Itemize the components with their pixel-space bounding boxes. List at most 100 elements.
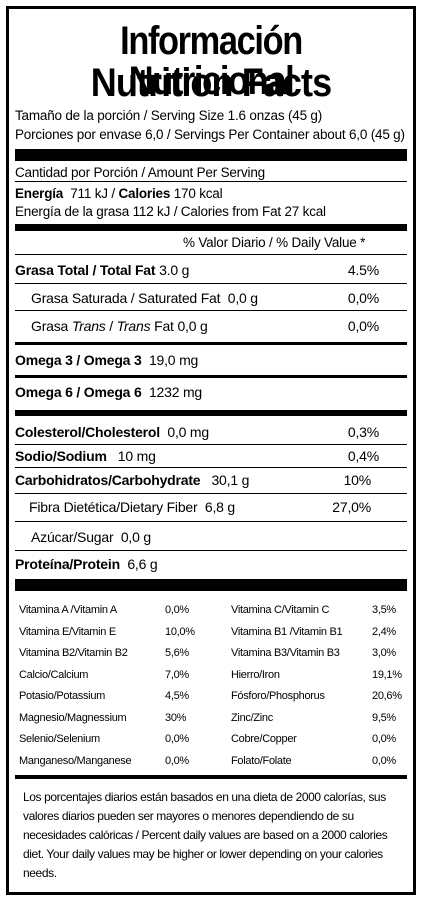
medium-divider bbox=[15, 224, 407, 231]
vitamin-label: Vitamina A /Vitamin A bbox=[19, 604, 117, 616]
omega3-row: Omega 3 / Omega 3 19,0 mg bbox=[15, 349, 407, 371]
protein-amount: 6,6 g bbox=[127, 556, 158, 572]
cholesterol-amount: 0,0 mg bbox=[167, 424, 209, 440]
vitamin-label: Zinc/Zinc bbox=[231, 711, 273, 724]
title-english: Nutrition Facts bbox=[90, 61, 332, 105]
vitamin-label: Hierro/Iron bbox=[231, 668, 280, 681]
cholesterol-label: Colesterol/Cholesterol bbox=[15, 424, 160, 440]
divider bbox=[15, 467, 407, 468]
vitamin-value: 20,6% bbox=[372, 690, 402, 702]
vitamin-label: Selenio/Selenium bbox=[19, 733, 100, 745]
vitamin-value: 0,0% bbox=[165, 733, 189, 745]
divider bbox=[15, 181, 407, 182]
calories-label: Calories bbox=[118, 186, 171, 201]
sodium-label: Sodio/Sodium bbox=[15, 448, 107, 464]
divider bbox=[15, 310, 407, 311]
sodium-row: Sodio/Sodium 10 mg 0,4% bbox=[15, 445, 407, 467]
divider bbox=[15, 375, 407, 378]
fiber-label: Fibra Dietética/Dietary Fiber bbox=[29, 499, 198, 515]
vitamin-label: Vitamina E/Vitamin E bbox=[19, 625, 116, 638]
carbohydrate-label: Carbohidratos/Carbohydrate bbox=[15, 472, 201, 488]
divider bbox=[15, 493, 407, 494]
omega6-amount: 1232 mg bbox=[148, 384, 203, 400]
cholesterol-row: Colesterol/Cholesterol 0,0 mg 0,3% bbox=[15, 421, 407, 443]
fiber-pct: 27,0% bbox=[332, 499, 371, 515]
vitamin-value: 7,0% bbox=[165, 668, 189, 681]
vitamin-value: 5,6% bbox=[165, 647, 189, 659]
divider bbox=[15, 283, 407, 284]
protein-row: Proteína/Protein 6,6 g bbox=[15, 553, 407, 575]
vitamin-value: 0,0% bbox=[165, 754, 189, 767]
sugar-row: Azúcar/Sugar 0,0 g bbox=[15, 526, 407, 548]
trans-fat-label-italic-2: Trans bbox=[116, 318, 151, 334]
daily-value-header: % Valor Diario / % Daily Value * bbox=[183, 235, 366, 250]
omega3-amount: 19,0 mg bbox=[148, 352, 199, 368]
omega6-label: Omega 6 / Omega 6 bbox=[15, 384, 142, 400]
vitamin-value: 10,0% bbox=[165, 625, 195, 638]
protein-label: Proteína/Protein bbox=[15, 556, 120, 572]
trans-fat-label-italic: Trans bbox=[71, 318, 106, 334]
trans-fat-label-c: Fat bbox=[150, 318, 174, 334]
omega6-row: Omega 6 / Omega 6 1232 mg bbox=[15, 381, 407, 403]
sugar-label: Azúcar/Sugar bbox=[31, 529, 114, 545]
trans-fat-label-a: Grasa bbox=[31, 318, 72, 334]
saturated-fat-pct: 0,0% bbox=[347, 290, 379, 306]
thick-divider bbox=[15, 149, 407, 161]
vitamin-value: 9,5% bbox=[372, 711, 396, 724]
vitamin-label: Calcio/Calcium bbox=[19, 668, 89, 681]
energy-kj: 711 kJ / bbox=[70, 186, 119, 201]
saturated-fat-label: Grasa Saturada / Saturated Fat bbox=[31, 290, 221, 306]
total-fat-amount: 3.0 g bbox=[159, 262, 190, 278]
vitamin-label: Vitamina B2/Vitamin B2 bbox=[19, 647, 128, 659]
vitamin-value: 3,5% bbox=[372, 604, 396, 616]
vitamin-value: 0,0% bbox=[372, 754, 396, 767]
saturated-fat-amount: 0,0 g bbox=[227, 290, 258, 306]
carbohydrate-pct: 10% bbox=[343, 472, 372, 488]
divider bbox=[15, 444, 407, 445]
divider bbox=[15, 342, 407, 345]
sodium-amount: 10 mg bbox=[117, 448, 156, 464]
medium-divider bbox=[15, 410, 407, 416]
nutrition-label: Información Nutricional Nutrition Facts … bbox=[6, 6, 416, 895]
vitamin-label: Vitamina B3/Vitamin B3 bbox=[231, 647, 340, 659]
serving-size: Tamaño de la porción / Serving Size 1.6 … bbox=[15, 108, 323, 123]
vitamin-label: Vitamina C/Vitamin C bbox=[231, 604, 330, 616]
fiber-amount: 6,8 g bbox=[204, 499, 236, 515]
amount-per-serving: Cantidad por Porción / Amount Per Servin… bbox=[15, 165, 265, 180]
divider bbox=[15, 254, 407, 255]
vitamin-value: 30% bbox=[165, 711, 187, 724]
trans-fat-row: Grasa Trans / Trans Fat 0,0 g 0,0% bbox=[15, 315, 407, 337]
vitamin-value: 2,4% bbox=[372, 625, 396, 638]
calories-value: 170 kcal bbox=[173, 186, 223, 201]
vitamin-value: 0,0% bbox=[372, 733, 396, 745]
vitamin-label: Cobre/Copper bbox=[231, 733, 297, 745]
total-fat-pct: 4.5% bbox=[347, 262, 379, 278]
thick-divider bbox=[15, 579, 407, 591]
carbohydrate-row: Carbohidratos/Carbohydrate 30,1 g 10% bbox=[15, 469, 407, 491]
medium-divider bbox=[15, 775, 407, 779]
vitamin-label: Fósforo/Phosphorus bbox=[231, 690, 325, 702]
trans-fat-amount: 0,0 g bbox=[177, 318, 208, 334]
vitamin-value: 3,0% bbox=[372, 647, 396, 659]
vitamin-label: Manganeso/Manganese bbox=[19, 754, 132, 767]
fiber-row: Fibra Dietética/Dietary Fiber 6,8 g 27,0… bbox=[15, 496, 407, 518]
trans-fat-label-b: / bbox=[105, 318, 117, 334]
trans-fat-pct: 0,0% bbox=[347, 318, 379, 334]
carbohydrate-amount: 30,1 g bbox=[211, 472, 250, 488]
divider bbox=[15, 521, 407, 522]
vitamin-value: 0,0% bbox=[165, 604, 189, 616]
total-fat-label: Grasa Total / Total Fat bbox=[15, 262, 156, 278]
total-fat-row: Grasa Total / Total Fat 3.0 g 4.5% bbox=[15, 259, 407, 281]
vitamin-value: 19,1% bbox=[372, 668, 402, 681]
energy-label: Energía bbox=[15, 186, 64, 201]
omega3-label: Omega 3 / Omega 3 bbox=[15, 352, 142, 368]
vitamin-label: Folato/Folate bbox=[231, 754, 292, 767]
vitamin-value: 4,5% bbox=[165, 690, 189, 702]
vitamin-label: Potasio/Potassium bbox=[19, 690, 105, 702]
vitamin-label: Vitamina B1 /Vitamin B1 bbox=[231, 625, 343, 638]
vitamin-label: Magnesio/Magnessium bbox=[19, 711, 127, 724]
energy-line: Energía 711 kJ / Calories 170 kcal bbox=[15, 186, 407, 202]
sodium-pct: 0,4% bbox=[347, 448, 379, 464]
servings-per-container: Porciones por envase 6,0 / Servings Per … bbox=[15, 127, 405, 142]
cholesterol-pct: 0,3% bbox=[347, 424, 379, 440]
